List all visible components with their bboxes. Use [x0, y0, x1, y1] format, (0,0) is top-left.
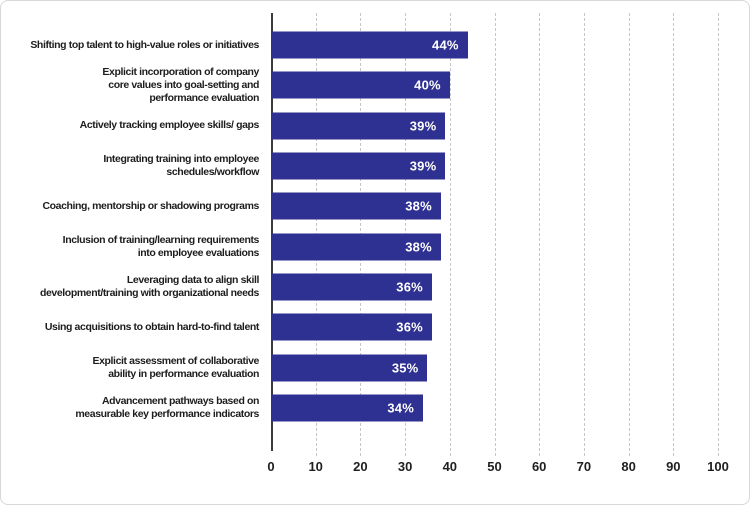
- category-label: Shifting top talent to high-value roles …: [1, 39, 271, 52]
- category-label-line: Advancement pathways based on: [101, 394, 259, 407]
- category-label-line: Leveraging data to align skill: [126, 273, 260, 286]
- bar-track: 40%: [271, 65, 718, 105]
- bar: 35%: [271, 354, 428, 382]
- category-label: Inclusion of training/learning requireme…: [1, 234, 271, 260]
- category-label: Leveraging data to align skill developmen…: [1, 274, 271, 300]
- chart-rows: Shifting top talent to high-value roles …: [1, 25, 749, 428]
- category-label-line: development/training with organizational…: [39, 286, 259, 299]
- category-label: Advancement pathways based on measurable …: [1, 395, 271, 421]
- bar-track: 35%: [271, 347, 718, 387]
- bar-track: 34%: [271, 388, 718, 428]
- bar-value-label: 38%: [405, 239, 432, 255]
- category-label: Integrating training into employee schedu…: [1, 153, 271, 179]
- bar-track: 39%: [271, 146, 718, 186]
- category-label-line: core values into goal-setting and: [108, 78, 259, 91]
- category-label-line: ability in performance evaluation: [108, 367, 259, 380]
- bar-row: Using acquisitions to obtain hard-to-fin…: [1, 307, 749, 347]
- category-label: Explicit incorporation of company core va…: [1, 66, 271, 105]
- bar: 38%: [271, 233, 441, 261]
- bar-row: Inclusion of training/learning requireme…: [1, 226, 749, 266]
- x-tick-label: 60: [531, 459, 547, 474]
- bar: 34%: [271, 394, 423, 422]
- bar-value-label: 40%: [414, 77, 441, 93]
- x-axis: 0 10 20 30 40 50 60 70 80 90 100: [267, 459, 728, 479]
- bar-track: 38%: [271, 186, 718, 226]
- gridline-60: [539, 13, 541, 456]
- bar-value-label: 44%: [432, 37, 459, 53]
- bar: 39%: [271, 112, 446, 140]
- x-tick-label: 10: [308, 459, 323, 474]
- bar-row: Explicit assessment of collaborative abil…: [1, 347, 749, 387]
- bar-track: 36%: [271, 267, 718, 307]
- x-tick-label: 50: [487, 459, 502, 474]
- bar: 39%: [271, 152, 446, 180]
- gridline-50: [494, 13, 496, 456]
- bar-track: 38%: [271, 226, 718, 266]
- bar: 44%: [271, 31, 468, 59]
- bar-row: Advancement pathways based on measurable …: [1, 388, 749, 428]
- bar: 36%: [271, 313, 432, 341]
- category-label-line: measurable key performance indicators: [75, 407, 259, 420]
- category-label-line: Using acquisitions to obtain hard-to-fin…: [44, 320, 260, 333]
- gridline-40: [449, 13, 451, 456]
- category-label-line: Explicit assessment of collaborative: [92, 354, 259, 367]
- category-label-line: Inclusion of training/learning requireme…: [62, 233, 260, 246]
- gridline-90: [673, 13, 675, 456]
- x-tick-label: 30: [397, 459, 413, 474]
- category-label: Coaching, mentorship or shadowing progra…: [1, 200, 271, 213]
- bar-value-label: 39%: [409, 118, 437, 134]
- category-label-line: Shifting top talent to high-value roles …: [30, 38, 259, 51]
- x-tick-label: 40: [442, 459, 458, 474]
- category-label-line: Coaching, mentorship or shadowing progra…: [42, 199, 259, 212]
- gridline-100: [718, 13, 719, 456]
- bar-row: Shifting top talent to high-value roles …: [1, 25, 749, 65]
- bar-value-label: 36%: [396, 319, 423, 335]
- x-tick-label: 0: [267, 459, 275, 474]
- bar-value-label: 34%: [387, 400, 414, 416]
- bar-track: 36%: [271, 307, 718, 347]
- bar-row: Integrating training into employee schedu…: [1, 146, 749, 186]
- category-label-line: schedules/workflow: [166, 166, 259, 179]
- x-tick-label: 70: [576, 459, 592, 474]
- gridline-80: [628, 13, 630, 456]
- bar: 36%: [271, 273, 432, 301]
- x-tick-label: 100: [707, 459, 729, 474]
- bar-value-label: 35%: [391, 360, 419, 376]
- category-label: Explicit assessment of collaborative abil…: [1, 355, 271, 381]
- category-label-line: Actively tracking employee skills/ gaps: [79, 119, 260, 132]
- x-tick-label: 90: [666, 459, 681, 474]
- bar-row: Coaching, mentorship or shadowing progra…: [1, 186, 749, 226]
- bar-value-label: 39%: [409, 158, 437, 174]
- category-label: Actively tracking employee skills/ gaps: [1, 119, 271, 132]
- x-tick-label: 80: [621, 459, 636, 474]
- bar: 38%: [271, 192, 441, 220]
- category-label: Using acquisitions to obtain hard-to-fin…: [1, 321, 271, 334]
- bar-value-label: 36%: [396, 279, 423, 295]
- bar-row: Actively tracking employee skills/ gaps 3…: [1, 106, 749, 146]
- category-label-line: Explicit incorporation of company: [102, 65, 259, 78]
- bar-track: 39%: [271, 106, 718, 146]
- bar-track: 44%: [271, 25, 718, 65]
- bar-row: Explicit incorporation of company core va…: [1, 65, 749, 105]
- category-label-line: into employee evaluations: [137, 246, 260, 259]
- bar-row: Leveraging data to align skill developmen…: [1, 267, 749, 307]
- gridline-70: [583, 13, 585, 456]
- y-axis-line: [271, 13, 273, 451]
- bar: 40%: [271, 71, 450, 99]
- x-tick-label: 20: [353, 459, 368, 474]
- category-label-line: performance evaluation: [149, 91, 259, 104]
- bar-value-label: 38%: [405, 198, 432, 214]
- category-label-line: Integrating training into employee: [103, 153, 259, 166]
